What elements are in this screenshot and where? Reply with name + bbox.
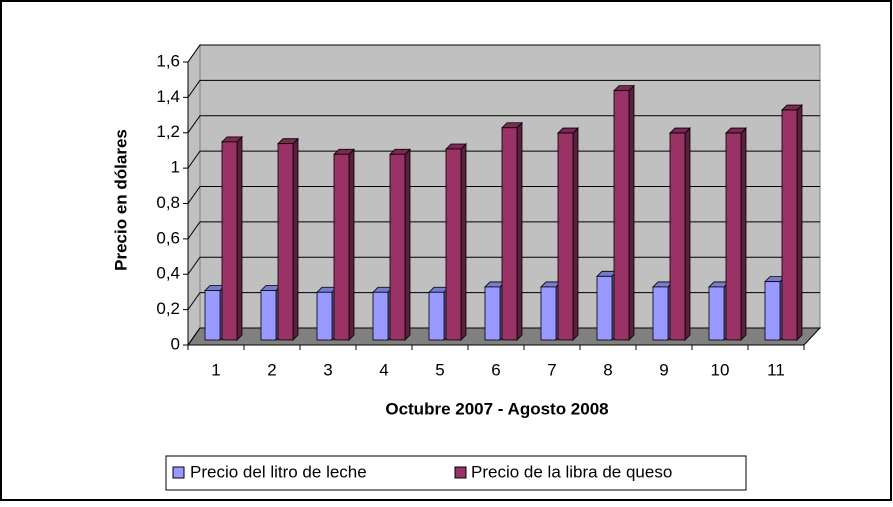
bar	[501, 127, 518, 341]
bar-side	[460, 143, 467, 341]
x-tick-label: 2	[267, 360, 276, 379]
x-tick-label: 8	[603, 360, 612, 379]
bar	[484, 286, 501, 341]
y-tick-label: 1	[171, 158, 180, 177]
x-tick-label: 4	[379, 360, 388, 379]
bar	[204, 290, 221, 341]
bar-side	[572, 127, 579, 341]
grid-line	[187, 44, 820, 63]
bar	[333, 153, 350, 341]
bar-side	[796, 104, 803, 341]
bar	[428, 291, 445, 341]
bar	[652, 286, 669, 341]
y-axis-title: Precio en dólares	[111, 129, 130, 271]
bar-side	[684, 127, 691, 341]
grid-line	[187, 256, 820, 275]
x-tick-label: 5	[435, 360, 444, 379]
x-tick-label: 1	[211, 360, 220, 379]
grid-line	[187, 150, 820, 169]
legend-label: Precio de la libra de queso	[471, 462, 672, 481]
bar	[316, 291, 333, 341]
bar	[613, 90, 630, 341]
bar-side	[516, 121, 523, 341]
y-tick-label: 1,4	[156, 87, 180, 106]
bar-side	[348, 148, 355, 341]
bar	[557, 132, 574, 341]
bar	[389, 153, 406, 341]
x-tick-label: 7	[547, 360, 556, 379]
y-tick-label: 1,2	[156, 122, 180, 141]
bar-side	[236, 135, 243, 341]
bar	[445, 148, 462, 341]
bar	[781, 109, 798, 341]
bar	[764, 281, 781, 341]
y-tick-label: 1,6	[156, 51, 180, 70]
x-tick-label: 9	[659, 360, 668, 379]
y-tick-label: 0	[171, 334, 180, 353]
bar	[260, 290, 277, 341]
bar	[725, 132, 742, 341]
grid-line	[187, 221, 820, 240]
bar	[372, 291, 389, 341]
bar	[221, 141, 238, 341]
legend-label: Precio del litro de leche	[190, 462, 367, 481]
bar-side	[292, 137, 299, 341]
legend-swatch	[454, 466, 467, 479]
y-tick-label: 0,8	[156, 193, 180, 212]
y-tick-label: 0,4	[156, 264, 180, 283]
bar	[669, 132, 686, 341]
bar	[277, 143, 294, 341]
grid-line	[187, 115, 820, 134]
y-tick-label: 0,6	[156, 228, 180, 247]
legend-swatch	[172, 466, 185, 479]
grid-line	[187, 186, 820, 204]
plot	[187, 44, 820, 346]
x-tick-label: 3	[323, 360, 332, 379]
bar-side	[740, 127, 747, 341]
x-tick-label: 11	[767, 360, 785, 379]
x-tick-label: 10	[711, 360, 730, 379]
bar	[596, 275, 613, 341]
y-tick-label: 0,2	[156, 299, 180, 318]
x-axis-title: Octubre 2007 - Agosto 2008	[385, 399, 608, 418]
bar-side	[404, 148, 411, 341]
bar	[540, 286, 557, 341]
x-tick-label: 6	[491, 360, 500, 379]
bar-side	[628, 84, 635, 341]
grid-line	[187, 79, 820, 98]
bar	[708, 286, 725, 341]
